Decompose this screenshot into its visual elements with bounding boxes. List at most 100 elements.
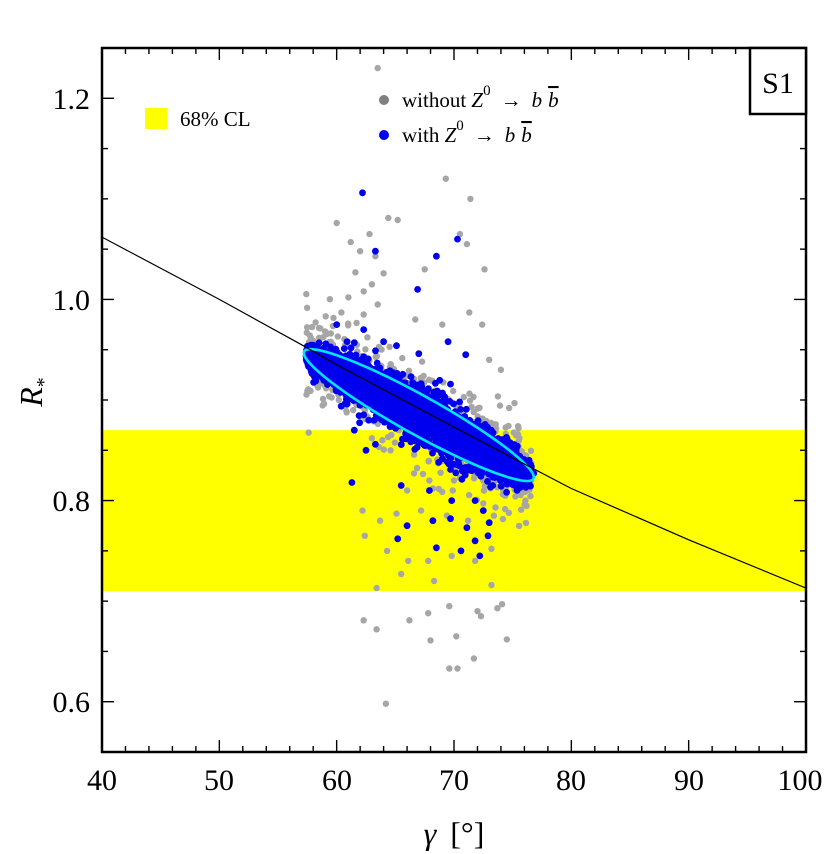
gray-point bbox=[425, 610, 432, 617]
blue-point bbox=[452, 469, 460, 477]
gray-point bbox=[344, 320, 352, 327]
blue-point bbox=[525, 456, 533, 464]
blue-point bbox=[380, 338, 387, 346]
gray-point bbox=[326, 296, 334, 303]
y-axis-title: R* bbox=[13, 377, 55, 408]
gray-point bbox=[323, 330, 331, 338]
blue-point bbox=[343, 338, 351, 346]
x-tick-label: 50 bbox=[204, 764, 234, 797]
gray-point bbox=[425, 457, 432, 465]
gray-point bbox=[465, 491, 473, 499]
blue-point bbox=[397, 441, 405, 448]
blue-point bbox=[401, 404, 409, 412]
gray-point bbox=[418, 358, 426, 365]
blue-point bbox=[337, 402, 345, 410]
blue-point bbox=[407, 438, 415, 446]
gray-point bbox=[393, 510, 400, 517]
gray-point bbox=[347, 238, 354, 246]
gray-point bbox=[306, 332, 313, 339]
blue-point bbox=[434, 406, 441, 414]
x-tick-labels: 40 50 60 70 80 90 100 bbox=[87, 764, 823, 797]
blue-point bbox=[322, 340, 330, 348]
gray-point bbox=[327, 338, 334, 345]
svg-text:R*: R* bbox=[13, 377, 55, 408]
gray-point bbox=[387, 447, 394, 454]
blue-point bbox=[352, 381, 359, 388]
blue-point bbox=[361, 386, 369, 394]
gray-point bbox=[494, 605, 501, 612]
blue-point bbox=[476, 552, 484, 560]
blue-point bbox=[355, 412, 363, 419]
blue-point bbox=[381, 405, 389, 412]
gray-point bbox=[494, 393, 502, 400]
blue-point bbox=[448, 497, 456, 504]
gray-point bbox=[413, 464, 421, 472]
x-tick-label: 90 bbox=[674, 764, 704, 797]
blue-point bbox=[359, 189, 366, 197]
blue-point bbox=[375, 396, 382, 404]
blue-point bbox=[424, 402, 432, 410]
ellipse-contour bbox=[302, 347, 536, 483]
gray-point bbox=[322, 313, 329, 320]
gray-point bbox=[419, 470, 427, 478]
gray-point bbox=[373, 626, 380, 633]
blue-point bbox=[447, 466, 454, 473]
gray-point bbox=[477, 613, 485, 620]
gray-point bbox=[466, 397, 474, 404]
legend-marker-without bbox=[379, 95, 389, 105]
gray-point bbox=[412, 316, 419, 323]
blue-point bbox=[430, 429, 438, 437]
blue-point bbox=[348, 387, 356, 394]
blue-point bbox=[394, 413, 402, 421]
blue-point bbox=[503, 488, 510, 496]
gray-point bbox=[505, 422, 512, 430]
gray-point bbox=[378, 346, 385, 353]
blue-point bbox=[372, 247, 379, 255]
gray-point bbox=[398, 570, 405, 578]
blue-point bbox=[407, 373, 415, 380]
blue-point bbox=[474, 469, 482, 477]
gray-point bbox=[330, 314, 337, 322]
blue-point bbox=[462, 351, 470, 359]
gray-point bbox=[368, 435, 376, 442]
blue-point bbox=[444, 438, 452, 446]
x-tick-label: 100 bbox=[778, 764, 823, 797]
gray-point bbox=[450, 477, 458, 484]
gray-point bbox=[305, 429, 312, 436]
gray-point bbox=[456, 230, 464, 238]
blue-point bbox=[372, 347, 379, 355]
blue-point bbox=[444, 338, 452, 346]
gray-point bbox=[516, 434, 523, 442]
blue-point bbox=[361, 395, 369, 403]
gray-point bbox=[343, 408, 350, 415]
gray-point bbox=[480, 487, 488, 494]
blue-point bbox=[432, 393, 439, 401]
blue-point bbox=[445, 460, 453, 468]
gray-point bbox=[391, 439, 399, 446]
gray-point bbox=[505, 404, 513, 412]
gray-point bbox=[366, 230, 373, 238]
blue-point bbox=[362, 446, 370, 454]
blue-point bbox=[445, 429, 453, 436]
y-tick-label: 0.6 bbox=[53, 686, 91, 719]
gray-point bbox=[471, 557, 479, 565]
gray-point bbox=[362, 346, 369, 353]
blue-point bbox=[440, 428, 447, 436]
blue-point bbox=[348, 479, 356, 486]
gray-point bbox=[488, 581, 495, 589]
gray-point bbox=[405, 557, 412, 565]
gray-point bbox=[435, 485, 442, 493]
gray-point bbox=[481, 266, 488, 273]
gray-point bbox=[499, 515, 507, 523]
gray-point bbox=[334, 333, 341, 340]
gray-point bbox=[387, 361, 394, 368]
y-tick-label: 1.0 bbox=[53, 284, 91, 317]
blue-point bbox=[468, 442, 475, 450]
gray-point bbox=[406, 617, 413, 624]
y-tick-label: 0.8 bbox=[53, 485, 91, 518]
gray-point bbox=[373, 584, 380, 592]
gray-point bbox=[380, 446, 387, 453]
blue-point bbox=[435, 459, 443, 466]
gray-point bbox=[454, 665, 461, 672]
blue-point bbox=[340, 345, 348, 352]
